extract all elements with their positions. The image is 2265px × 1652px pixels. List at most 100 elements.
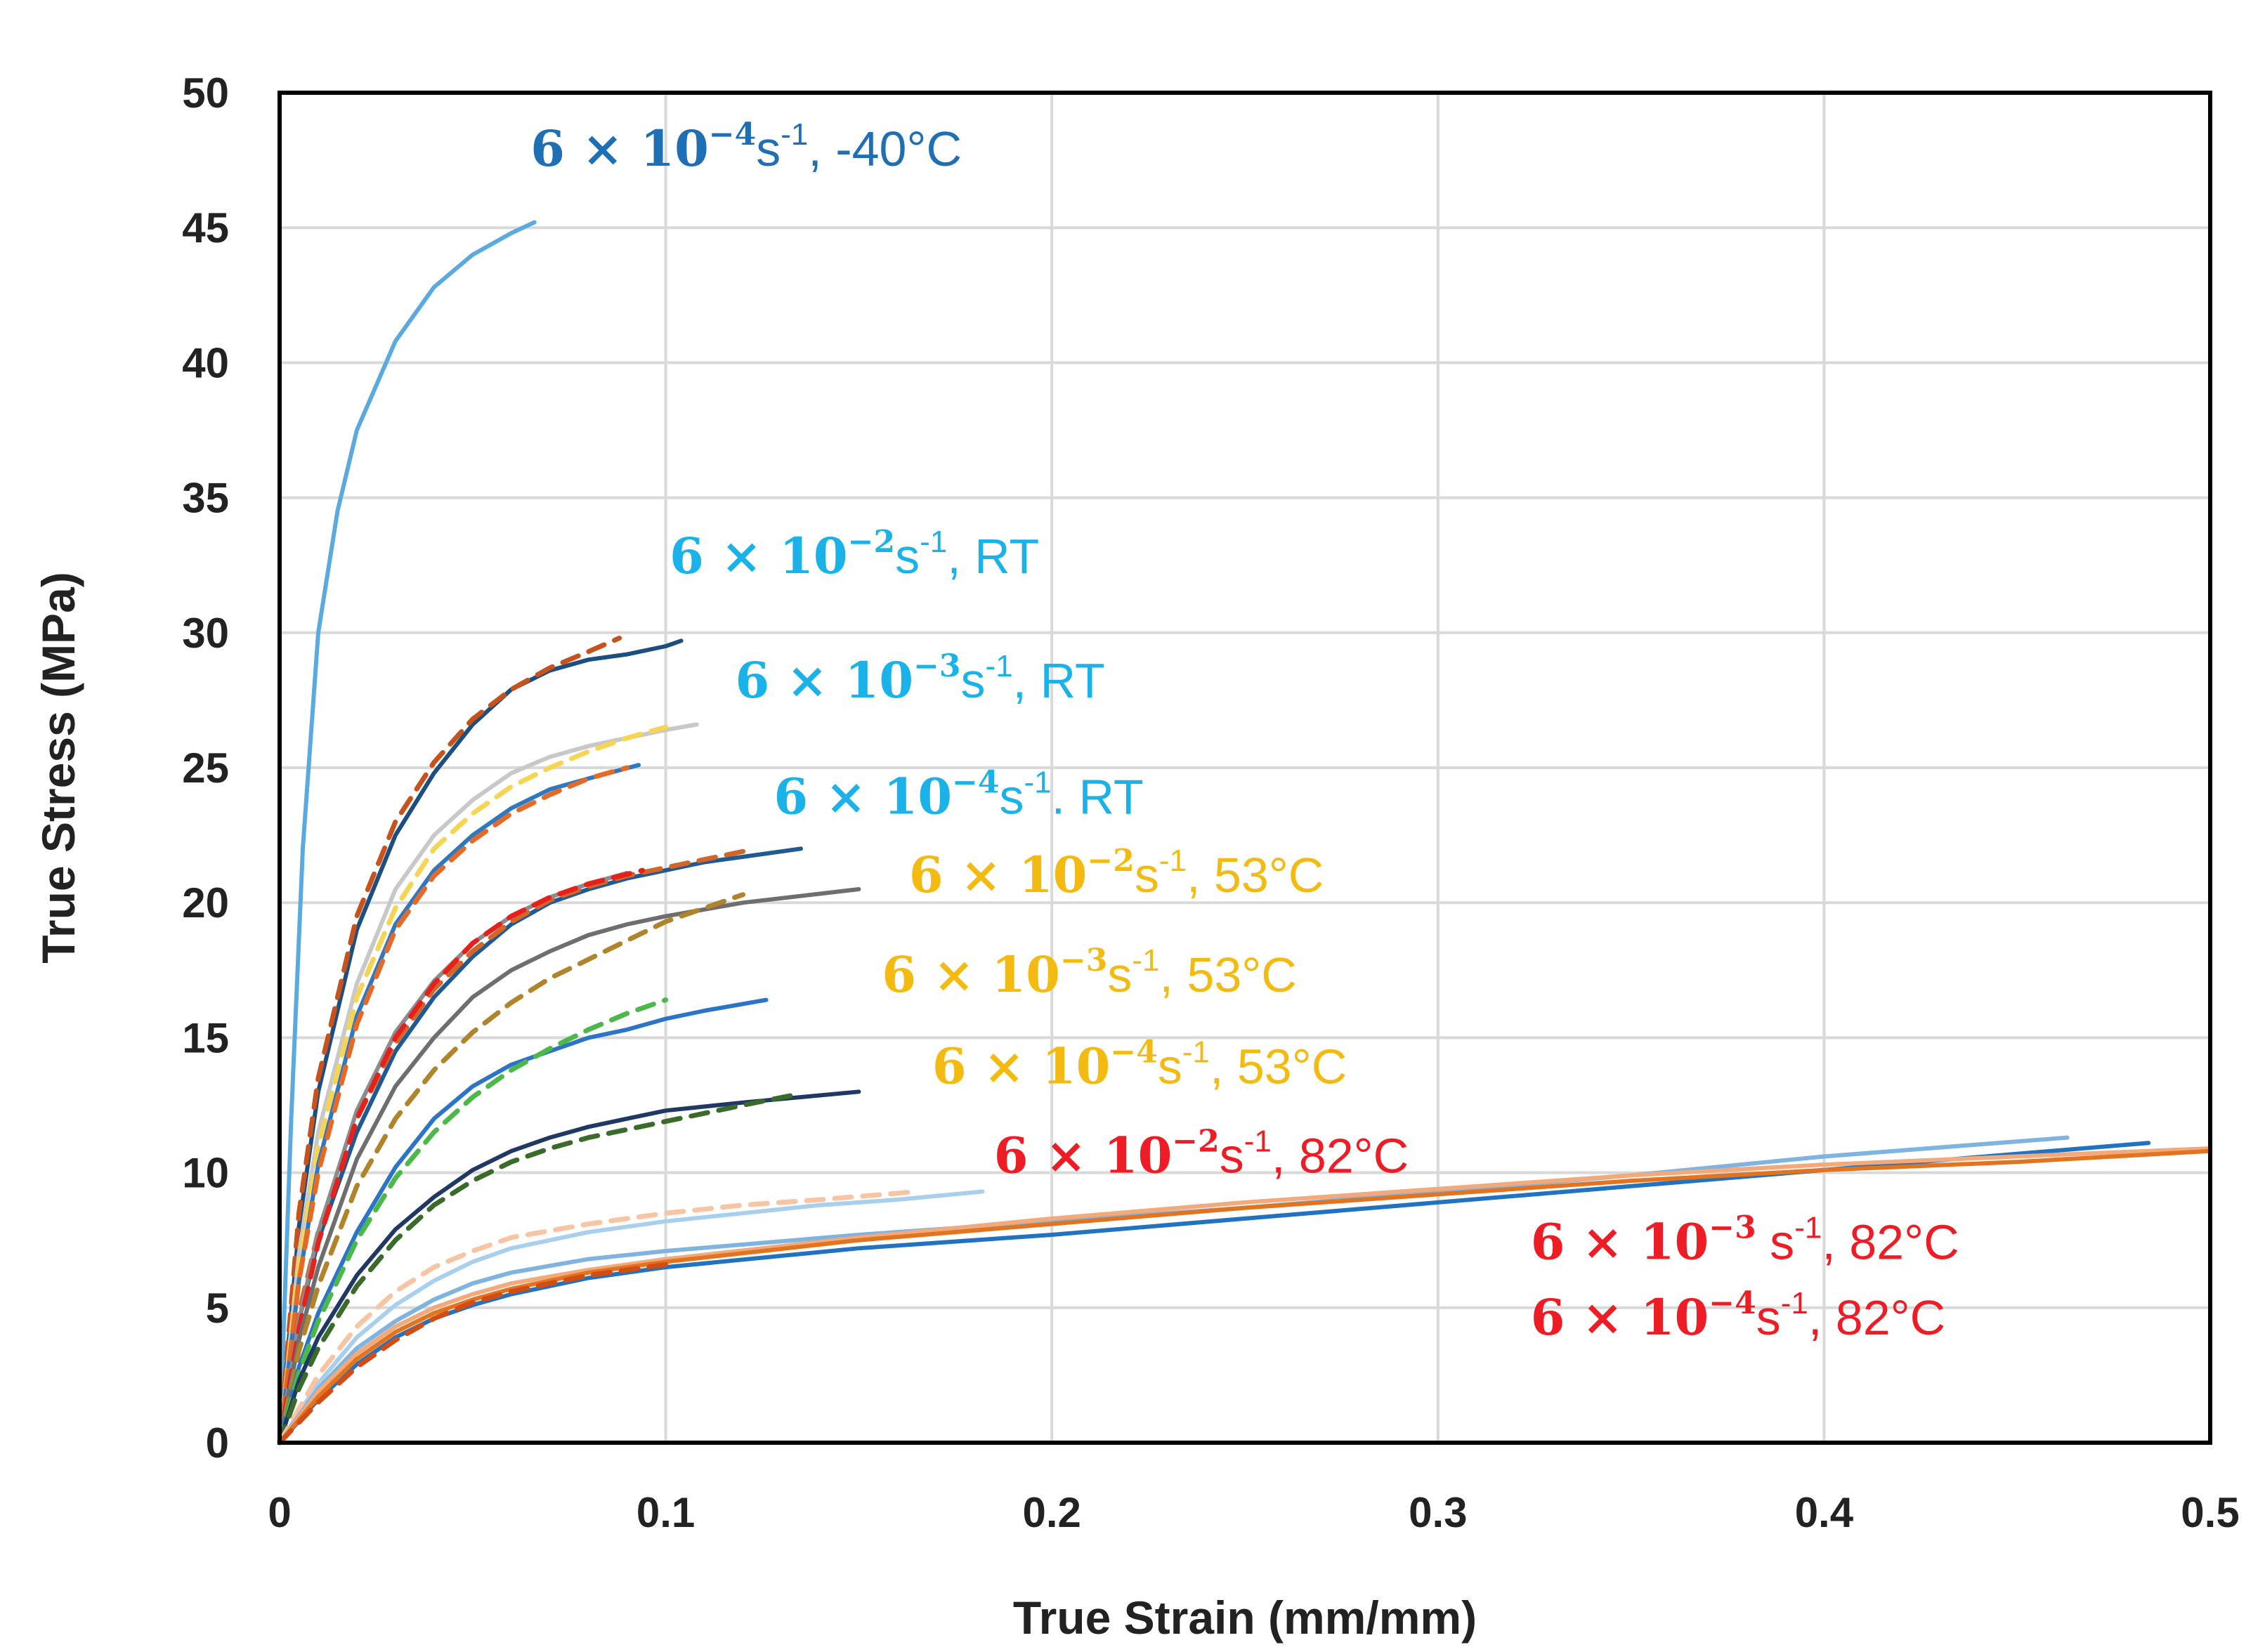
y-tick-labels: 0 5 10 15 20 25 30 35 40 45 50 — [182, 70, 229, 1467]
rate-exponent: −4 — [952, 764, 999, 800]
unit-exponent: -1 — [781, 117, 808, 152]
x-tick-label: 0.5 — [2181, 1489, 2239, 1536]
times-sign: × — [967, 1037, 1042, 1096]
separator: . — [1052, 769, 1079, 824]
y-tick-label: 10 — [182, 1150, 229, 1197]
times-sign: × — [704, 527, 779, 585]
separator: , — [1822, 1215, 1849, 1270]
separator: , — [947, 529, 974, 584]
test-condition: RT — [1040, 653, 1105, 708]
rate-mantissa: 6 — [882, 945, 916, 1004]
y-tick-label: 5 — [206, 1285, 229, 1332]
curve-annotation: 6 × 10−4s-1. RT — [774, 764, 1143, 825]
rate-exponent: −2 — [1172, 1124, 1219, 1160]
curve-annotation: 6 × 10−4s-1, -40°C — [530, 117, 962, 178]
series-line-11 — [277, 867, 646, 1446]
rate-exponent: −3 — [913, 648, 960, 684]
series-line-5 — [277, 724, 669, 1446]
series-line-17 — [277, 1092, 799, 1446]
rate-unit: s — [1000, 769, 1024, 824]
rate-base: 10 — [1042, 1037, 1110, 1096]
series-line-3 — [277, 636, 622, 1446]
rate-base: 10 — [1640, 1288, 1709, 1346]
test-condition: 53°C — [1214, 848, 1324, 903]
rate-mantissa: 6 — [774, 767, 808, 825]
unit-exponent: -1 — [986, 649, 1013, 683]
x-tick-label: 0.3 — [1409, 1489, 1467, 1536]
test-condition: 53°C — [1237, 1040, 1347, 1094]
rate-mantissa: 6 — [1531, 1213, 1565, 1271]
rate-unit: s — [1158, 1040, 1182, 1094]
test-condition: 82°C — [1299, 1129, 1409, 1184]
y-axis-title: True Stress (MPa) — [32, 572, 84, 964]
rate-unit: s — [1220, 1129, 1244, 1184]
rate-exponent: −3 — [1060, 943, 1107, 978]
curve-annotation: 6 × 10−2s-1, RT — [670, 524, 1039, 585]
curve-annotation: 6 × 10−2s-1, 82°C — [994, 1124, 1409, 1185]
y-tick-label: 45 — [182, 204, 229, 251]
rate-base: 10 — [1640, 1213, 1709, 1271]
times-sign: × — [944, 846, 1019, 904]
rate-unit: s — [1756, 1215, 1794, 1270]
rate-mantissa: 6 — [1531, 1288, 1565, 1346]
rate-exponent: −4 — [709, 117, 756, 152]
curve-annotation: 6 × 10−3s-1, RT — [736, 648, 1105, 709]
y-tick-label: 0 — [206, 1420, 229, 1467]
rate-base: 10 — [1104, 1127, 1172, 1185]
rate-exponent: −4 — [1709, 1285, 1756, 1321]
series-line-24 — [277, 1261, 669, 1446]
unit-exponent: -1 — [1794, 1211, 1822, 1245]
separator: , — [1187, 848, 1214, 903]
rate-unit: s — [1135, 848, 1159, 903]
rate-unit: s — [1756, 1290, 1781, 1345]
y-tick-label: 20 — [182, 879, 229, 926]
rate-exponent: −4 — [1110, 1035, 1157, 1070]
unit-exponent: -1 — [1159, 844, 1187, 878]
rate-unit: s — [1107, 948, 1132, 1002]
rate-mantissa: 6 — [909, 846, 944, 904]
y-tick-label: 25 — [182, 745, 229, 792]
rate-base: 10 — [779, 527, 847, 585]
curve-annotations: 6 × 10−4s-1, -40°C6 × 10−2s-1, RT6 × 10−… — [530, 117, 1959, 1346]
y-tick-label: 35 — [182, 475, 229, 522]
rate-mantissa: 6 — [994, 1127, 1029, 1185]
y-tick-label: 40 — [182, 339, 229, 386]
rate-unit: s — [961, 653, 986, 708]
series-line-14 — [278, 997, 769, 1445]
separator: , — [1013, 653, 1040, 708]
unit-exponent: -1 — [1781, 1286, 1808, 1320]
times-sign: × — [916, 945, 991, 1004]
separator: , — [1210, 1040, 1237, 1094]
series-line-19 — [277, 1189, 920, 1446]
unit-exponent: -1 — [1182, 1035, 1210, 1070]
separator: , — [1160, 948, 1187, 1002]
rate-exponent: −2 — [1087, 843, 1134, 879]
rate-exponent: −3 — [1709, 1210, 1756, 1246]
test-condition: 82°C — [1836, 1290, 1945, 1345]
curve-annotation: 6 × 10−2s-1, 53°C — [909, 843, 1324, 904]
times-sign: × — [769, 651, 844, 709]
test-condition: -40°C — [835, 122, 962, 176]
series-line-23 — [278, 1148, 2212, 1445]
series-line-18 — [278, 1189, 985, 1445]
y-tick-label: 15 — [182, 1014, 229, 1061]
series-line-16 — [278, 1089, 861, 1445]
rate-mantissa: 6 — [736, 651, 770, 709]
series-line-7 — [277, 765, 630, 1446]
x-axis-title: True Strain (mm/mm) — [1013, 1592, 1477, 1644]
plot-border — [278, 91, 2212, 1445]
unit-exponent: -1 — [1024, 765, 1052, 799]
series-line-12 — [278, 887, 861, 1445]
curve-annotation: 6 × 10−4s-1, 53°C — [932, 1035, 1347, 1096]
x-tick-label: 0.2 — [1022, 1489, 1081, 1536]
times-sign: × — [1028, 1127, 1103, 1185]
x-tick-labels: 0 0.1 0.2 0.3 0.4 0.5 — [268, 1489, 2239, 1536]
curve-annotation: 6 × 10−3 s-1, 82°C — [1531, 1210, 1959, 1271]
rate-base: 10 — [1019, 846, 1087, 904]
y-tick-label: 30 — [182, 610, 229, 657]
times-sign: × — [565, 119, 640, 178]
rate-base: 10 — [845, 651, 913, 709]
rate-mantissa: 6 — [670, 527, 704, 585]
